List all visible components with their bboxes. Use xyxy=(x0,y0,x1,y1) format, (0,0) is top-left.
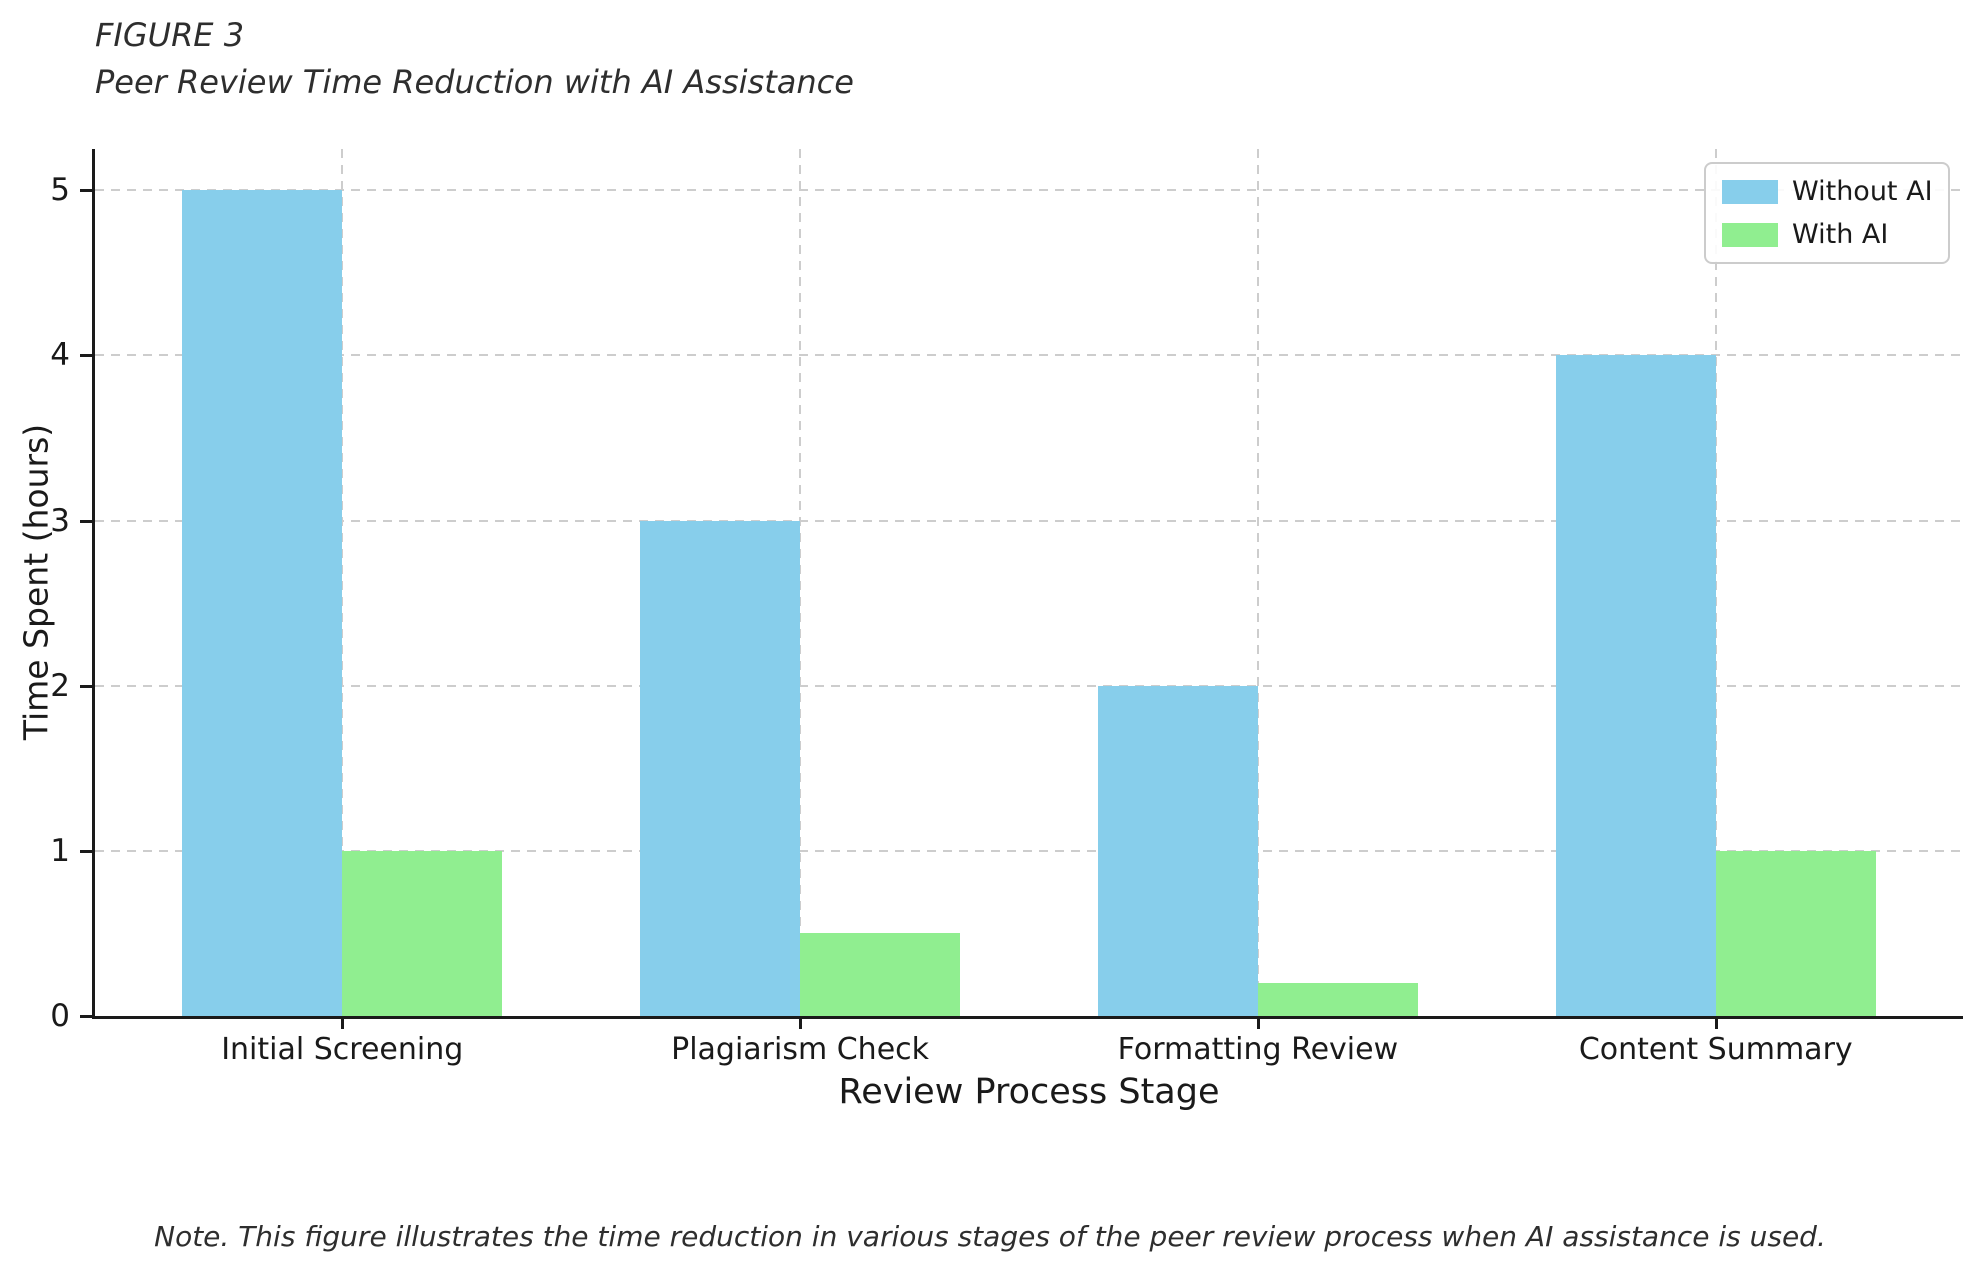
x-tick-plagiarism-check xyxy=(799,1019,803,1029)
x-tick-formatting-review xyxy=(1256,1019,1260,1029)
legend: Without AI With AI xyxy=(1704,162,1950,264)
y-tick-label-0: 0 xyxy=(50,998,70,1034)
gridline-v-formatting-review xyxy=(1256,149,1259,1016)
bar-with-ai-plagiarism-check xyxy=(800,933,961,1016)
y-tick-label-5: 5 xyxy=(50,172,70,209)
bar-with-ai-content-summary xyxy=(1715,850,1876,1016)
bar-with-ai-initial-screening xyxy=(342,850,503,1016)
bar-without-ai-plagiarism-check xyxy=(640,520,801,1016)
y-axis-spine xyxy=(92,149,95,1019)
y-tick-label-2: 2 xyxy=(50,667,70,704)
legend-swatch-with-ai xyxy=(1722,222,1778,247)
gridline-v-content-summary xyxy=(1714,149,1717,1016)
bar-without-ai-initial-screening xyxy=(182,190,343,1016)
y-tick-5 xyxy=(80,189,92,193)
figure-note: Note. This figure illustrates the time r… xyxy=(154,1220,1826,1253)
x-axis-spine xyxy=(92,1016,1963,1019)
legend-item-with-ai: With AI xyxy=(1722,219,1932,250)
x-tick-label-content-summary: Content Summary xyxy=(1578,1032,1853,1067)
gridline-h-2 xyxy=(95,684,1963,687)
bar-with-ai-formatting-review xyxy=(1257,982,1418,1016)
bar-without-ai-content-summary xyxy=(1555,355,1716,1016)
y-tick-label-4: 4 xyxy=(50,337,70,374)
figure-title: Peer Review Time Reduction with AI Assis… xyxy=(95,63,854,101)
x-tick-initial-screening xyxy=(341,1019,345,1029)
x-tick-label-plagiarism-check: Plagiarism Check xyxy=(671,1032,930,1067)
legend-label-with-ai: With AI xyxy=(1792,219,1889,250)
y-tick-2 xyxy=(80,684,92,688)
gridline-h-1 xyxy=(95,849,1963,852)
gridline-v-plagiarism-check xyxy=(799,149,802,1016)
figure-label: FIGURE 3 xyxy=(95,16,245,54)
figure-title-block: FIGURE 3 Peer Review Time Reduction with… xyxy=(95,12,854,106)
x-tick-content-summary xyxy=(1714,1019,1718,1029)
x-axis-label: Review Process Stage xyxy=(838,1072,1220,1112)
legend-label-without-ai: Without AI xyxy=(1792,176,1933,207)
y-tick-label-3: 3 xyxy=(50,502,70,539)
gridline-h-4 xyxy=(95,354,1963,357)
legend-item-without-ai: Without AI xyxy=(1722,176,1933,207)
legend-swatch-without-ai xyxy=(1722,179,1778,204)
y-tick-0 xyxy=(80,1015,92,1018)
y-tick-4 xyxy=(80,354,92,358)
bar-without-ai-formatting-review xyxy=(1097,685,1258,1016)
y-tick-3 xyxy=(80,519,92,523)
x-tick-label-formatting-review: Formatting Review xyxy=(1117,1032,1399,1067)
x-tick-label-initial-screening: Initial Screening xyxy=(221,1032,464,1067)
gridline-v-initial-screening xyxy=(341,149,344,1016)
gridline-h-5 xyxy=(95,189,1963,192)
gridline-h-3 xyxy=(95,519,1963,522)
y-tick-1 xyxy=(80,849,92,853)
y-tick-label-1: 1 xyxy=(50,832,70,869)
